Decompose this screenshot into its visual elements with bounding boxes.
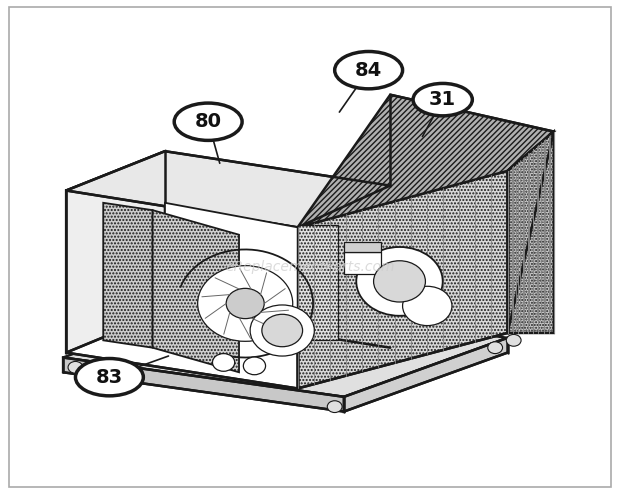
Circle shape [198, 266, 293, 341]
Polygon shape [298, 95, 554, 227]
Polygon shape [63, 298, 508, 397]
Text: 83: 83 [96, 368, 123, 387]
Circle shape [262, 314, 303, 347]
Ellipse shape [413, 83, 472, 116]
Circle shape [507, 334, 521, 346]
Circle shape [243, 357, 265, 375]
Ellipse shape [335, 51, 402, 89]
Polygon shape [63, 358, 344, 412]
Ellipse shape [76, 359, 143, 396]
Circle shape [213, 354, 235, 371]
Polygon shape [508, 131, 554, 333]
Polygon shape [298, 225, 338, 340]
Circle shape [250, 305, 314, 356]
Polygon shape [344, 242, 381, 252]
Polygon shape [165, 203, 298, 345]
Polygon shape [66, 151, 165, 353]
Circle shape [374, 261, 425, 302]
Circle shape [226, 288, 264, 319]
Text: 31: 31 [429, 90, 456, 109]
Polygon shape [104, 203, 153, 348]
Circle shape [488, 342, 503, 354]
Circle shape [327, 401, 342, 412]
Polygon shape [66, 191, 298, 388]
Text: eReplacementParts.com: eReplacementParts.com [225, 260, 395, 274]
Text: 84: 84 [355, 61, 383, 80]
Polygon shape [344, 338, 508, 412]
Circle shape [356, 247, 443, 316]
FancyBboxPatch shape [9, 7, 611, 487]
Polygon shape [298, 171, 508, 388]
Ellipse shape [174, 103, 242, 140]
Polygon shape [344, 252, 381, 274]
Text: 80: 80 [195, 112, 222, 131]
Polygon shape [153, 210, 239, 372]
Circle shape [68, 362, 83, 373]
Circle shape [402, 287, 452, 326]
Polygon shape [66, 151, 390, 227]
